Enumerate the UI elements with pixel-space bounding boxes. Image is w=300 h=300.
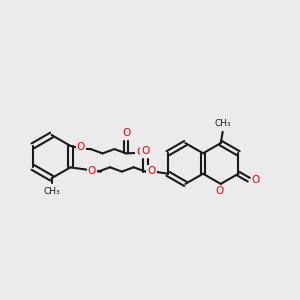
Text: O: O <box>252 175 260 185</box>
Text: O: O <box>77 142 85 152</box>
Text: O: O <box>216 186 224 196</box>
Text: O: O <box>88 166 96 176</box>
Text: O: O <box>148 166 156 176</box>
Text: O: O <box>122 128 130 138</box>
Text: O: O <box>141 146 150 156</box>
Text: CH₃: CH₃ <box>214 119 231 128</box>
Text: CH₃: CH₃ <box>43 187 60 196</box>
Text: O: O <box>136 147 145 157</box>
